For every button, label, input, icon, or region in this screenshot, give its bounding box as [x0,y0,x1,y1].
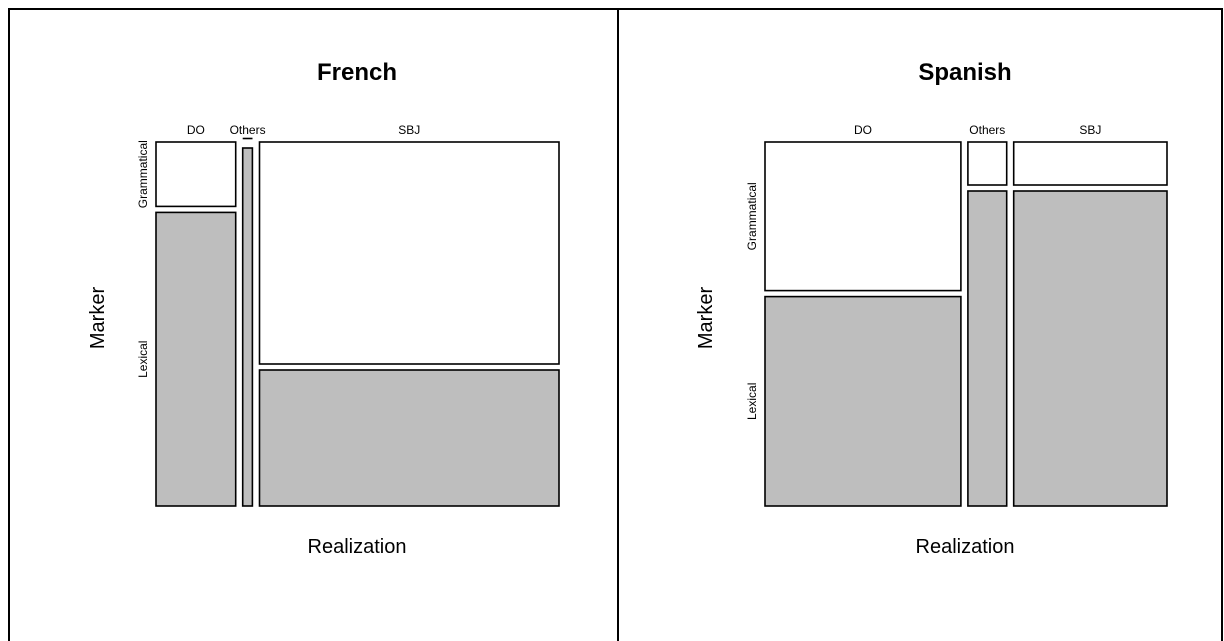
tile-sbj-lexical [1012,190,1168,507]
x-tick-label-do: DO [187,123,205,137]
tile-do-lexical [155,211,237,507]
tile-others-grammatical [967,141,1008,186]
x-tick-label-do: DO [854,123,872,137]
y-tick-label-grammatical: Grammatical [136,140,150,208]
spanish-panel-border [617,8,1223,641]
tile-others-lexical [967,190,1008,507]
x-axis-label: Realization [916,536,1015,558]
x-tick-label-sbj: SBJ [1079,123,1101,137]
y-tick-label-grammatical: Grammatical [745,182,759,250]
tile-sbj-grammatical [1012,141,1168,186]
x-axis-label: Realization [308,536,407,558]
y-axis-label: Marker [87,287,109,350]
tile-sbj-lexical [258,369,560,507]
tile-others-lexical [241,147,254,507]
tile-do-grammatical [155,141,237,208]
french-mosaic-chart: French Realization Marker DO Others SBJ Gra… [87,59,560,558]
y-tick-label-lexical: Lexical [136,341,150,378]
y-axis-label: Marker [695,287,717,350]
x-tick-label-others: Others [969,123,1005,137]
x-tick-label-sbj: SBJ [398,123,420,137]
y-tick-label-lexical: Lexical [745,383,759,420]
tile-do-lexical [764,295,962,507]
spanish-mosaic-chart: Spanish Realization Marker DO Others SBJ Gr… [695,59,1168,558]
chart-title: Spanish [918,59,1011,86]
tile-sbj-grammatical [258,141,560,365]
x-tick-label-others: Others [230,123,266,137]
tile-do-grammatical [764,141,962,292]
chart-title: French [317,59,397,86]
